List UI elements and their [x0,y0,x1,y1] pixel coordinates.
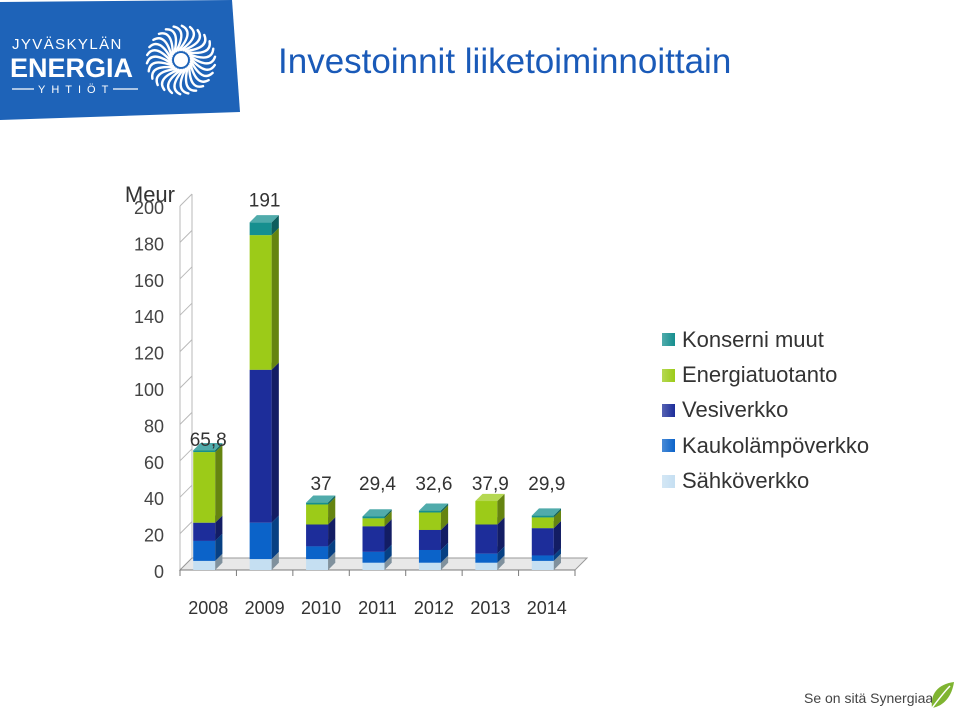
gridline [179,484,193,498]
bar-total-label: 65,8 [190,430,227,451]
gridline [179,302,193,316]
y-tick-label: 160 [134,271,164,291]
y-tick-label: 40 [144,489,164,509]
legend-label: Energiatuotanto [682,362,838,388]
bar-segment [249,227,279,370]
legend-label: Konserni muut [682,326,824,352]
bar-total-label: 191 [249,190,281,211]
gridline [179,448,193,462]
legend-item: Sähköverkko [662,464,869,499]
bar-segment [362,509,392,519]
x-tick-label: 2012 [414,598,454,618]
y-tick-label: 140 [134,307,164,327]
chart-legend: Konserni muut Energiatuotanto Vesiverkko Ka… [662,322,869,499]
brand-line-1: JYVÄSKYLÄN [12,36,123,53]
brand-line-2: ENERGIA [10,53,133,83]
gridline [179,339,193,352]
x-tick-label: 2014 [527,598,567,618]
gridline [179,375,193,389]
bar-segment [249,362,279,523]
footer-slogan: Se on sitä Synergiaa. [804,690,938,706]
bar-segment [418,503,449,513]
legend-item: Konserni muut [662,322,869,357]
legend-swatch [662,333,675,347]
bar-segment [306,495,336,505]
legend-label: Sähköverkko [682,468,810,494]
legend-item: Kaukolämpöverkko [662,428,869,463]
bar-segment [193,443,223,453]
bar-segment [475,493,505,525]
chart-area: Meur 0 20 40 60 80 100 120 140 160 180 200 2008 65,8 2… [0,170,620,635]
legend-label: Kaukolämpöverkko [682,432,870,458]
x-tick-label: 2011 [358,598,397,618]
y-tick-label: 0 [154,562,164,582]
gridline [179,230,193,243]
leaf-icon [931,682,954,709]
brand-logo-panel: JYVÄSKYLÄN ENERGIA YHTIÖT [0,0,240,120]
legend-label: Vesiverkko [682,397,789,423]
bar-segment [531,508,561,518]
gridline [179,266,193,280]
brand-swirl-icon [145,24,217,96]
gridline [179,193,193,207]
legend-swatch [662,403,675,417]
bar-total-label: 29,9 [528,474,565,495]
gridline [179,412,193,425]
bar-total-label: 29,4 [359,474,396,495]
bar-total-label: 37,9 [472,474,509,495]
gridline [179,521,193,534]
y-tick-label: 180 [134,234,164,254]
y-unit-label: Meur [125,182,175,207]
bar-total-label: 37 [311,474,332,495]
y-tick-label: 200 [134,198,164,218]
legend-swatch [662,368,675,382]
x-tick-label: 2010 [301,598,341,618]
x-tick-label: 2009 [245,598,285,618]
legend-item: Vesiverkko [662,393,869,428]
y-tick-label: 60 [144,453,164,473]
legend-swatch [662,439,675,453]
bar-segment [249,215,279,236]
y-tick-label: 20 [144,526,164,546]
bar-total-label: 32,6 [415,474,452,495]
x-tick-label: 2013 [470,598,510,618]
legend-item: Energiatuotanto [662,357,869,392]
brand-line-3: YHTIÖT [38,84,114,96]
y-tick-label: 100 [134,380,164,400]
y-tick-label: 120 [134,344,164,364]
bar-segment [193,444,223,523]
x-tick-label: 2008 [188,598,228,618]
y-tick-label: 80 [144,416,164,436]
legend-swatch [662,474,675,488]
slide-title: Investoinnit liiketoiminnoittain [278,42,732,81]
